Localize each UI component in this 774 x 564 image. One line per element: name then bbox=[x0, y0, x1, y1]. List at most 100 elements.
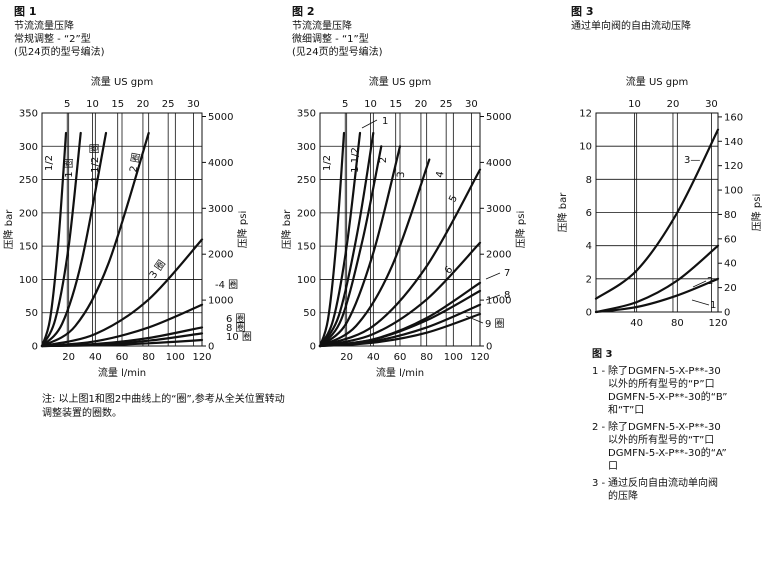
fig3-legend-text: 以外的所有型号的“P”口 bbox=[608, 379, 715, 390]
y2-tick-label: 100 bbox=[724, 186, 743, 197]
curve-label-3-2: 2 bbox=[707, 276, 713, 287]
curve-1-4 bbox=[40, 131, 150, 348]
x2-tick-label: 20 bbox=[137, 99, 150, 110]
x-axis-title: 流量 l/min bbox=[376, 366, 424, 379]
curve-2-3 bbox=[318, 131, 375, 348]
curve-2-7 bbox=[318, 168, 482, 348]
y-tick-label: 250 bbox=[297, 175, 316, 186]
x2-tick-label: 20 bbox=[415, 99, 428, 110]
y-tick-label: 300 bbox=[19, 142, 38, 153]
curve-label-2-2: 1 bbox=[382, 116, 388, 127]
y2-tick-label: 4000 bbox=[486, 158, 511, 169]
curve-label-1-4: 2 圈 bbox=[127, 152, 142, 173]
curve-1-3 bbox=[40, 131, 108, 348]
y-tick-label: 0 bbox=[586, 308, 592, 319]
x2-tick-label: 15 bbox=[389, 99, 402, 110]
fig3-legend-text: 通过反向自由流动单向阀 bbox=[608, 478, 718, 489]
curve-2-5 bbox=[318, 145, 402, 348]
y-tick-label: 300 bbox=[297, 142, 316, 153]
fig3-legend-text: DGMFN-5-X-P**-30的“A” bbox=[608, 448, 727, 459]
x2-tick-label: 5 bbox=[64, 99, 70, 110]
x2-tick-label: 10 bbox=[86, 99, 99, 110]
curve-2-4 bbox=[318, 145, 383, 348]
y2-tick-label: 5000 bbox=[208, 112, 233, 123]
x2-tick-label: 10 bbox=[364, 99, 377, 110]
x2-tick-label: 30 bbox=[187, 99, 200, 110]
fig3-legend-num: 1 - bbox=[592, 366, 606, 377]
curve-1-5 bbox=[40, 238, 204, 348]
x2-tick-label: 30 bbox=[705, 99, 718, 110]
fig3-legend-text: DGMFN-5-X-P**-30的“B” bbox=[608, 392, 728, 403]
curve-label-2-3: 1 1/2 bbox=[350, 147, 361, 173]
x-tick-label: 120 bbox=[708, 318, 727, 329]
y2-tick-label: 140 bbox=[724, 137, 743, 148]
fig3-legend-item-1: 1 - 除了DGMFN-5-X-P**-30 以外的所有型号的“P”口 DGMF… bbox=[592, 365, 767, 417]
x-tick-label: 80 bbox=[671, 318, 684, 329]
curve-2-2 bbox=[318, 131, 362, 348]
leader-3-2 bbox=[692, 280, 707, 288]
y2-tick-label: 1000 bbox=[486, 296, 511, 307]
curve-label-3-3: 3— bbox=[684, 155, 700, 166]
fig3-legend-num: 3 - bbox=[592, 478, 606, 489]
curve-label-2-7: 5 bbox=[447, 194, 460, 204]
curve-label-2-5: 3 bbox=[396, 171, 408, 178]
x-tick-label: 80 bbox=[142, 352, 155, 363]
y2-tick-label: 60 bbox=[724, 234, 737, 245]
fig3-line-1: 通过单向阀的自由流动压降 bbox=[571, 21, 691, 32]
curve-1-9 bbox=[40, 338, 204, 348]
y2-tick-label: 1000 bbox=[208, 296, 233, 307]
fig3-legend: 图 3 1 - 除了DGMFN-5-X-P**-30 以外的所有型号的“P”口 … bbox=[592, 348, 767, 503]
x-tick-label: 100 bbox=[166, 352, 185, 363]
curve-3-2 bbox=[594, 244, 720, 314]
x2-tick-label: 5 bbox=[342, 99, 348, 110]
fig3-legend-item-3: 3 - 通过反向自由流动单向阀 的压降 bbox=[592, 477, 767, 503]
fig1-line-3: (见24页的型号编法) bbox=[14, 47, 105, 58]
x-tick-label: 60 bbox=[394, 352, 407, 363]
y-tick-label: 100 bbox=[19, 275, 38, 286]
y-tick-label: 150 bbox=[19, 242, 38, 253]
fig3-legend-text: 除了DGMFN-5-X-P**-30 bbox=[608, 366, 721, 377]
y2-tick-label: 80 bbox=[724, 210, 737, 221]
curve-label-1-7: 6 圈 bbox=[226, 313, 246, 325]
curve-3-3 bbox=[594, 128, 720, 300]
y2-tick-label: 2000 bbox=[486, 250, 511, 261]
y-tick-label: 50 bbox=[303, 308, 316, 319]
y2-tick-label: 120 bbox=[724, 161, 743, 172]
curve-label-2-11: 9 圈 bbox=[485, 318, 505, 330]
y2-tick-label: 0 bbox=[724, 308, 730, 319]
curve-label-2-10: 8 bbox=[504, 290, 510, 301]
fig3-legend-title: 图 3 bbox=[592, 349, 613, 360]
y-tick-label: 0 bbox=[32, 342, 38, 353]
x-tick-label: 20 bbox=[62, 352, 75, 363]
y2-tick-label: 5000 bbox=[486, 112, 511, 123]
y-tick-label: 150 bbox=[297, 242, 316, 253]
curve-label-2-1: 1/2 bbox=[322, 155, 333, 171]
curve-label-1-3: 1 1/2 圈 bbox=[89, 144, 101, 183]
y-tick-label: 6 bbox=[586, 208, 592, 219]
fig3-legend-text: 除了DGMFN-5-X-P**-30 bbox=[608, 422, 721, 433]
x2-axis-title: 流量 US gpm bbox=[91, 75, 153, 88]
x-tick-label: 60 bbox=[116, 352, 129, 363]
x-tick-label: 40 bbox=[89, 352, 102, 363]
x2-tick-label: 20 bbox=[667, 99, 680, 110]
y-tick-label: 50 bbox=[25, 308, 38, 319]
curve-label-2-6: 4 bbox=[435, 170, 447, 178]
x2-axis-title: 流量 US gpm bbox=[626, 75, 688, 88]
footnote-line-1: 注: 以上图1和图2中曲线上的“圈”,参考从全关位置转动 bbox=[42, 394, 285, 405]
curve-2-psi bbox=[318, 289, 482, 348]
y2-axis-title: 压降 psi bbox=[514, 211, 527, 249]
leader-2-10 bbox=[485, 294, 501, 301]
fig3-legend-text: 的压降 bbox=[608, 491, 638, 502]
curve-label-1-6: -4 圈 bbox=[215, 279, 238, 291]
leader-2-9 bbox=[485, 272, 501, 280]
x-tick-label: 80 bbox=[420, 352, 433, 363]
y2-tick-label: 160 bbox=[724, 112, 743, 123]
y-axis-title: 压降 bar bbox=[556, 192, 569, 233]
fig2-line-2: 微细调整 - “1”型 bbox=[292, 34, 369, 45]
curve-label-1-1: 1/2 bbox=[44, 155, 55, 171]
curve-label-1-9: 10 圈 bbox=[226, 331, 252, 343]
x-tick-label: 120 bbox=[470, 352, 489, 363]
y-tick-label: 250 bbox=[19, 175, 38, 186]
y-axis-title: 压降 bar bbox=[2, 209, 15, 250]
curve-3-1 bbox=[594, 277, 720, 314]
